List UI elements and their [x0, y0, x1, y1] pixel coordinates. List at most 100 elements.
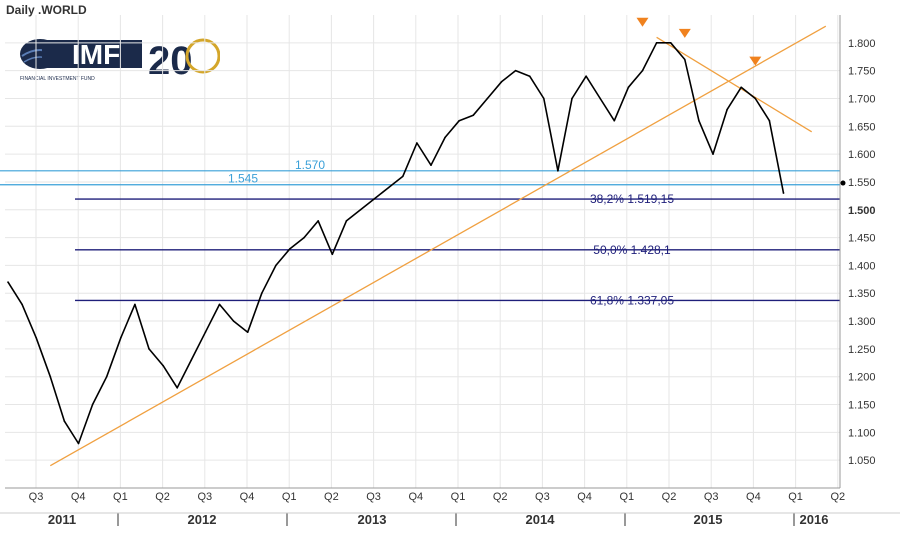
x-quarter-label: Q1	[619, 491, 634, 503]
fibonacci-label: 50,0% 1.428,1	[593, 243, 671, 257]
price-point	[514, 69, 517, 72]
x-year-label: 2012	[188, 512, 217, 527]
current-price-dot	[840, 180, 846, 186]
price-point	[261, 292, 263, 295]
x-quarter-label: Q1	[788, 491, 803, 503]
price-point	[754, 97, 757, 100]
price-point	[444, 136, 446, 139]
x-quarter-label: Q1	[282, 491, 297, 503]
price-point	[782, 192, 785, 194]
peak-marker	[678, 28, 691, 38]
price-point	[669, 42, 672, 44]
price-point	[543, 97, 545, 100]
price-point	[458, 119, 461, 122]
price-point	[416, 142, 418, 144]
x-year-label: 2011	[48, 512, 76, 527]
price-point	[176, 387, 178, 389]
price-point	[134, 303, 136, 306]
price-point	[557, 170, 559, 172]
x-quarter-label: Q4	[71, 491, 86, 503]
price-point	[528, 75, 531, 78]
price-point	[49, 375, 52, 378]
y-tick-label: 1.300	[848, 316, 876, 328]
price-point	[303, 236, 305, 239]
y-tick-label: 1.450	[848, 233, 876, 245]
x-quarter-label: Q3	[29, 491, 44, 503]
price-point	[712, 153, 714, 155]
price-point	[585, 75, 587, 78]
price-point	[7, 281, 9, 283]
price-point	[472, 114, 475, 116]
price-point	[698, 119, 700, 122]
price-point	[486, 97, 489, 100]
peak-marker	[749, 56, 762, 66]
x-year-label: 2013	[358, 512, 387, 527]
price-point	[768, 119, 771, 122]
price-point	[232, 320, 235, 322]
y-tick-label: 1.700	[848, 93, 876, 105]
x-quarter-label: Q2	[830, 491, 845, 503]
price-point	[641, 69, 644, 72]
imf-logo: IMF 20 FINANCIAL INVESTMENT FUND	[20, 36, 221, 84]
price-series-layer	[7, 41, 785, 445]
x-quarter-label: Q4	[577, 491, 592, 503]
y-tick-label: 1.050	[848, 455, 876, 467]
price-point	[627, 86, 630, 89]
x-quarter-label: Q1	[451, 491, 466, 503]
price-point	[190, 359, 193, 361]
price-point	[430, 164, 432, 167]
x-quarter-label: Q1	[113, 491, 128, 503]
price-point	[275, 264, 277, 267]
axes-layer: Q3 Q4 Q1 Q2 Q3 Q4 Q1 Q2 Q3 Q4 Q1 Q2 Q3 Q4 Q1 Q2 Q3 Q4 Q1 Q2…	[0, 15, 900, 527]
price-point	[740, 86, 742, 89]
x-quarter-label: Q4	[746, 491, 761, 503]
price-line	[7, 41, 785, 445]
price-point	[162, 364, 164, 367]
fibonacci-label: 38,2% 1.519,15	[590, 192, 674, 206]
price-point	[148, 348, 150, 350]
price-point	[402, 175, 404, 178]
price-point	[77, 442, 80, 445]
y-tick-label: 1.650	[848, 121, 876, 133]
x-quarter-label: Q3	[366, 491, 381, 503]
price-point	[204, 331, 207, 333]
price-point	[613, 119, 616, 122]
chart-title: Daily .WORLD	[6, 3, 87, 17]
price-point	[726, 108, 728, 111]
x-quarter-label: Q3	[197, 491, 212, 503]
y-tick-label: 1.150	[848, 400, 876, 412]
y-tick-label: 1.750	[848, 66, 876, 78]
price-point	[684, 58, 686, 61]
price-point	[63, 420, 66, 423]
price-point	[655, 42, 658, 44]
support-label: 1.570	[295, 158, 325, 172]
fibonacci-label: 61,8% 1.337,05	[590, 293, 674, 307]
price-point	[317, 220, 320, 222]
y-tick-label: 1.350	[848, 288, 876, 300]
y-tick-label: 1.550	[848, 177, 876, 189]
markers-layer	[636, 17, 762, 66]
price-point	[105, 375, 108, 378]
x-quarter-label: Q3	[704, 491, 719, 503]
price-point	[218, 303, 221, 306]
y-tick-label: 1.400	[848, 260, 876, 272]
x-quarter-label: Q4	[240, 491, 255, 503]
x-year-label: 2015	[694, 512, 723, 527]
price-point	[289, 247, 291, 250]
horizontal-lines-layer: 1.570 1.545 38,2% 1.519,15 50,0% 1.428,1 61,…	[0, 158, 840, 307]
y-tick-label: 1.200	[848, 372, 876, 384]
y-tick-label: 1.600	[848, 149, 876, 161]
trendline	[656, 36, 813, 133]
x-quarter-label: Q2	[662, 491, 677, 503]
price-point	[387, 186, 390, 189]
price-point	[599, 97, 601, 100]
price-point	[373, 197, 376, 200]
svg-text:20: 20	[148, 39, 193, 83]
x-quarter-label: Q4	[408, 491, 423, 503]
price-point	[21, 303, 23, 306]
x-quarter-label: Q2	[324, 491, 339, 503]
svg-text:IMF: IMF	[72, 39, 120, 70]
support-label: 1.545	[228, 172, 258, 186]
y-tick-label: 1.250	[848, 344, 876, 356]
y-tick-label: 1.800	[848, 38, 876, 50]
